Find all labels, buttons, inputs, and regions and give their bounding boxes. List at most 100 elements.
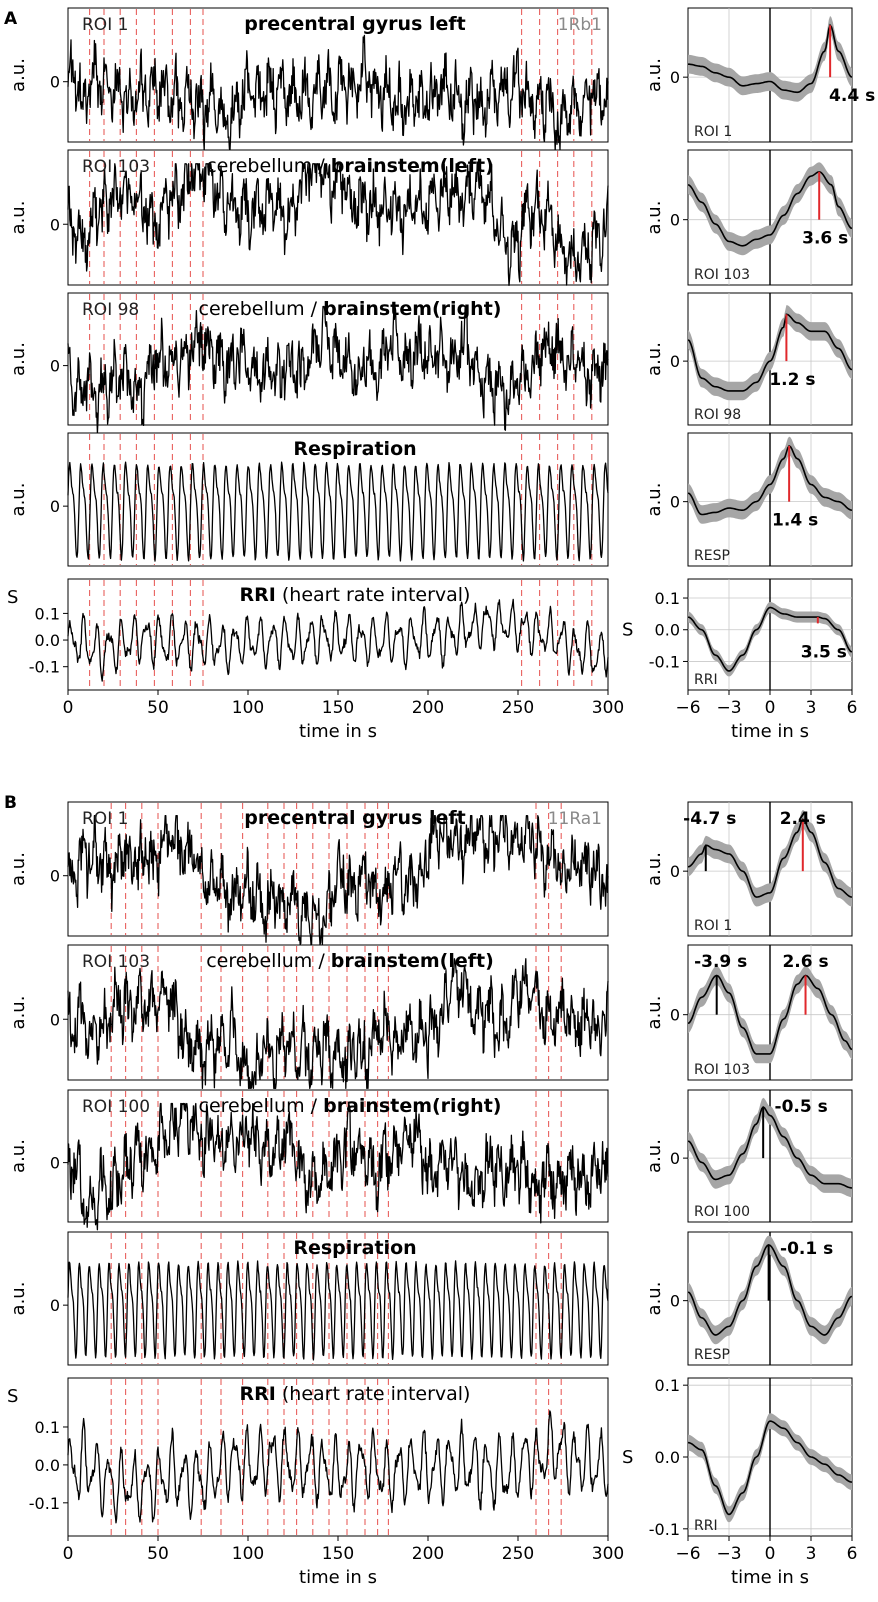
roi-label: ROI 1 (82, 15, 128, 35)
subject-label: 1Rb1 (558, 15, 602, 35)
average-short-label: ROI 1 (694, 918, 732, 934)
y-tick-label: 0 (670, 352, 680, 371)
average-curve (687, 170, 853, 247)
row-title-plain: cerebellum / (206, 950, 331, 972)
y-tick-label: -0.1 (649, 1520, 680, 1539)
y-axis-label: a.u. (644, 342, 665, 376)
panel-b-row-1: 0 a.u. ROI 1 precentral gyrus left 11Ra1 -4.7… (8, 801, 853, 945)
x-tick-label: 150 (322, 1544, 354, 1564)
y-tick-label: 0.0 (35, 631, 60, 650)
peak-label: 2.4 s (780, 809, 826, 829)
signal-trace (67, 1410, 609, 1524)
panel-a-row-4: 0 a.u. Respiration 1.4 s RESP 0 a.u. (8, 432, 853, 567)
row-title-bold: RRI (240, 584, 276, 606)
panel-b-row-4: 0 a.u. Respiration -0.1 s RESP 0 a.u. (8, 1231, 853, 1366)
x-tick-label: 0 (63, 698, 74, 718)
row-title-bold: precentral gyrus left (244, 13, 466, 35)
panel-b-row-2: 0 a.u. ROI 103 cerebellum / brainstem(left)… (8, 944, 853, 1090)
y-tick-label: 0 (670, 68, 680, 87)
x-axis-label: time in s (299, 1567, 377, 1588)
y-tick-label: -0.1 (649, 652, 680, 671)
average-curve (687, 313, 853, 392)
signal-axes-frame (67, 432, 609, 567)
row-title: Respiration (293, 1237, 416, 1259)
y-tick-label: -0.1 (29, 658, 60, 677)
x-tick-label: 0 (765, 698, 776, 718)
row-title-bold: brainstem(right) (323, 298, 501, 320)
confidence-band (688, 305, 852, 401)
peak-label: -0.5 s (775, 1097, 828, 1117)
x-tick-label: 150 (322, 698, 354, 718)
confidence-band (688, 162, 852, 256)
x-axis-label: time in s (731, 721, 809, 742)
row-title: precentral gyrus left (244, 807, 466, 829)
average-curve (687, 444, 853, 516)
y-tick-label: 0 (50, 215, 60, 234)
average-short-label: RRI (694, 1518, 718, 1534)
row-title-bold: brainstem(left) (331, 950, 494, 972)
y-tick-label: 0 (670, 1292, 680, 1311)
x-tick-label: −3 (716, 1544, 741, 1564)
average-short-label: ROI 103 (694, 267, 750, 283)
y-tick-label: 0.0 (35, 1456, 60, 1475)
row-title: cerebellum / brainstem(right) (199, 1095, 502, 1117)
x-tick-label: −3 (716, 698, 741, 718)
y-tick-label: 0.0 (655, 1448, 680, 1467)
row-title-plain: cerebellum / (199, 298, 324, 320)
panel-b-row-5: 0.10.0-0.1S RRI (heart rate interval)RRI0… (7, 1376, 853, 1539)
y-tick-label: 0.1 (655, 589, 680, 608)
roi-label: ROI 103 (82, 952, 150, 972)
y-axis-label: S (7, 587, 18, 608)
y-axis-label: a.u. (644, 852, 665, 886)
row-title-plain: (heart rate interval) (276, 1383, 471, 1405)
x-tick-label: −6 (675, 1544, 700, 1564)
y-tick-label: 0 (50, 73, 60, 92)
y-axis-label: a.u. (8, 996, 29, 1030)
x-axis-label: time in s (299, 721, 377, 742)
row-title: Respiration (293, 438, 416, 460)
row-title-plain: (heart rate interval) (276, 584, 471, 606)
y-tick-label: -0.1 (29, 1494, 60, 1513)
x-tick-label: 100 (232, 1544, 264, 1564)
y-axis-label: a.u. (8, 483, 29, 517)
x-tick-label: 6 (847, 1544, 858, 1564)
x-tick-label: 6 (847, 698, 858, 718)
roi-label: ROI 100 (82, 1097, 150, 1117)
plot-area: 0 a.u. ROI 1 precentral gyrus left 1Rb1 4.4 s… (7, 7, 875, 1588)
y-axis-label: a.u. (8, 852, 29, 886)
y-axis-label: S (622, 620, 633, 641)
panel-letter-b: B (4, 793, 17, 813)
average-curve (687, 974, 853, 1055)
y-tick-label: 0 (50, 497, 60, 516)
y-axis-label: a.u. (8, 201, 29, 235)
y-axis-label: a.u. (644, 201, 665, 235)
y-axis-label: a.u. (8, 342, 29, 376)
average-curve (687, 606, 853, 672)
peak-label: 1.2 s (769, 370, 815, 390)
y-axis-label: a.u. (644, 996, 665, 1030)
average-curve (687, 818, 853, 898)
y-tick-label: 0 (670, 493, 680, 512)
roi-label: ROI 103 (82, 157, 150, 177)
peak-label: 3.5 s (801, 643, 847, 663)
average-curve (687, 1420, 853, 1516)
row-title-plain: cerebellum / (199, 1095, 324, 1117)
row-title: cerebellum / brainstem(left) (206, 155, 494, 177)
average-short-label: ROI 103 (694, 1062, 750, 1078)
roi-label: ROI 98 (82, 300, 139, 320)
panel-b-row-3: 0 a.u. ROI 100 cerebellum / brainstem(right… (8, 1089, 853, 1231)
x-tick-label: 50 (147, 698, 169, 718)
average-short-label: RRI (694, 672, 718, 688)
signal-trace (67, 1102, 609, 1231)
y-tick-label: 0 (50, 1010, 60, 1029)
peak-label: 3.6 s (802, 229, 848, 249)
y-tick-label: 0 (670, 862, 680, 881)
x-tick-label: 200 (412, 1544, 444, 1564)
y-axis-label: a.u. (644, 1139, 665, 1173)
y-tick-label: 0 (50, 1154, 60, 1173)
subject-label: 11Ra1 (548, 809, 602, 829)
peak-label: 1.4 s (772, 511, 818, 531)
x-tick-label: 50 (147, 1544, 169, 1564)
row-title-bold: Respiration (293, 438, 416, 460)
